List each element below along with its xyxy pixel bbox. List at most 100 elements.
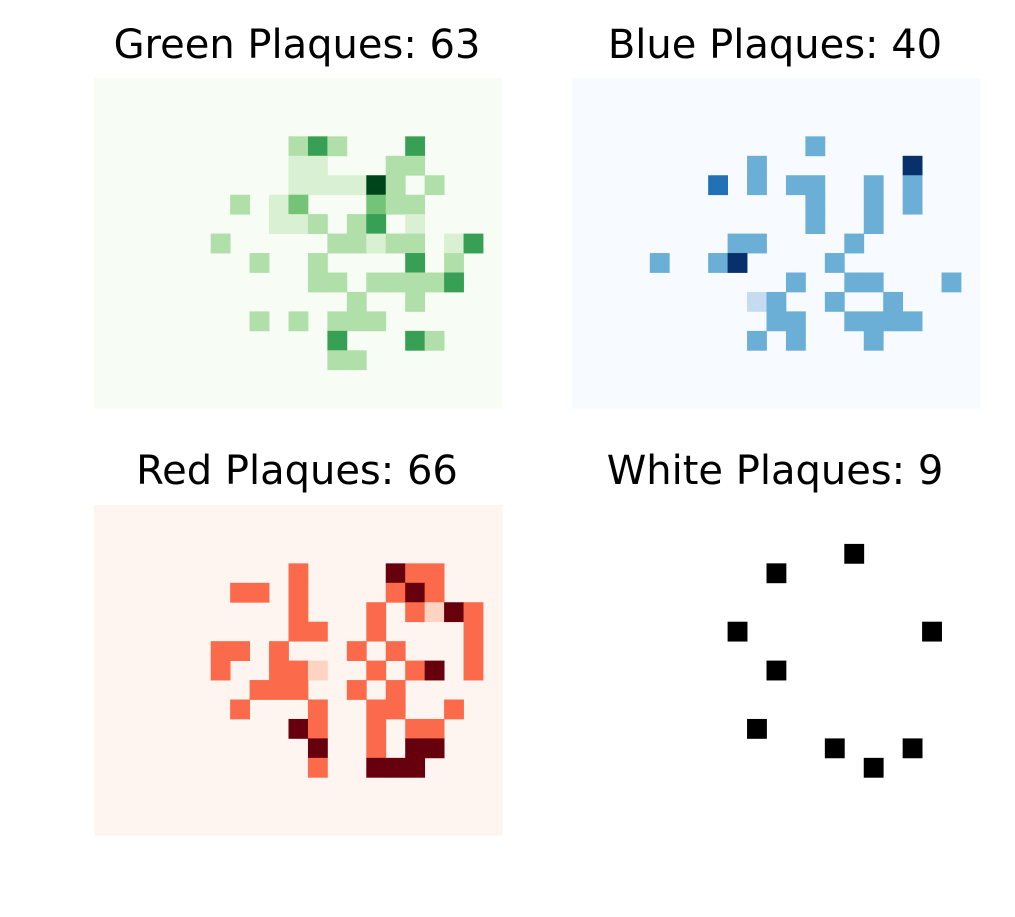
plaque-cell	[727, 621, 748, 642]
plaque-cell	[327, 272, 348, 293]
plaque-cell	[405, 272, 426, 293]
plaque-cell	[307, 718, 328, 739]
plaque-cell	[424, 602, 445, 623]
plaque-cell	[288, 563, 309, 584]
plaque-cell	[747, 718, 767, 739]
plaque-cell	[269, 680, 289, 700]
plaque-cell	[307, 272, 328, 293]
plaque-cell	[307, 155, 328, 176]
plaque-cell	[307, 699, 328, 720]
plaque-cell	[288, 214, 309, 234]
plaque-cell	[747, 330, 767, 351]
plaque-cell	[307, 175, 328, 196]
plaque-cell	[785, 330, 806, 351]
plaque-cell	[288, 602, 309, 623]
plaque-cell	[727, 233, 748, 254]
plaque-cell	[405, 253, 426, 273]
plaque-cell	[249, 582, 270, 603]
plaque-cell	[863, 175, 884, 196]
plaque-cell	[385, 641, 406, 661]
plaque-cell	[824, 291, 845, 312]
plaque-cell	[747, 175, 767, 196]
plaque-cell	[385, 563, 406, 584]
plaque-cell	[863, 214, 884, 234]
panel-blue: Blue Plaques: 40	[572, 22, 981, 409]
plaque-cell	[307, 738, 328, 759]
plaque-cell	[405, 291, 426, 312]
plaque-cell	[327, 311, 348, 332]
plaque-cell	[708, 175, 728, 196]
plaque-cell	[805, 194, 826, 215]
plaque-cell	[230, 194, 250, 215]
plaque-cell	[424, 330, 445, 351]
plaque-cell	[824, 253, 845, 273]
plaque-cell	[805, 214, 826, 234]
plaque-cell	[444, 272, 464, 293]
plaque-cell	[747, 155, 767, 176]
plaque-cell	[405, 155, 426, 176]
plaque-cell	[346, 311, 367, 332]
plaque-cell	[766, 563, 787, 584]
plaque-cell	[346, 214, 367, 234]
plaque-cell	[766, 660, 787, 681]
plaque-cell	[405, 660, 426, 681]
plaque-cell	[463, 233, 484, 254]
plaque-cell	[444, 699, 464, 720]
plaque-cell	[366, 175, 387, 196]
plaque-cell	[385, 699, 406, 720]
plaque-cell	[269, 660, 289, 681]
plaque-cell	[307, 621, 328, 642]
blue-heatmap	[572, 78, 981, 409]
green-heatmap	[94, 78, 503, 409]
plaque-cell	[346, 233, 367, 254]
plaque-cell	[863, 757, 884, 778]
plaque-cell	[883, 291, 904, 312]
red-heatmap	[94, 505, 503, 836]
plaque-cell	[366, 621, 387, 642]
plaque-cell	[346, 291, 367, 312]
plaque-cell	[288, 136, 309, 157]
panel-title: Blue Plaques: 40	[608, 22, 942, 68]
plaque-cell	[444, 602, 464, 623]
plaque-cell	[385, 175, 406, 196]
plaque-cell	[288, 175, 309, 196]
panel-green: Green Plaques: 63	[94, 22, 503, 409]
plaque-cell	[307, 660, 328, 681]
plaque-cell	[863, 194, 884, 215]
heatmap-background	[572, 78, 981, 409]
plaque-cell	[230, 582, 250, 603]
plaque-cell	[405, 563, 426, 584]
plaque-cell	[922, 621, 942, 642]
plaque-cell	[366, 738, 387, 759]
plaque-cell	[405, 330, 426, 351]
plaque-cell	[424, 738, 445, 759]
plaque-cell	[747, 233, 767, 254]
plaque-cell	[405, 136, 426, 157]
plaque-cell	[249, 253, 270, 273]
plaque-cell	[727, 253, 748, 273]
plaque-cell	[805, 136, 826, 157]
plaque-cell	[649, 253, 670, 273]
plaque-cell	[844, 543, 865, 564]
plaque-cell	[385, 582, 406, 603]
plaque-cell	[805, 175, 826, 196]
plaque-cell	[346, 175, 367, 196]
plaque-cell	[463, 621, 484, 642]
plaque-cell	[366, 718, 387, 739]
plaque-cell	[366, 194, 387, 215]
plaque-cell	[463, 641, 484, 661]
plaque-cell	[844, 311, 865, 332]
plaque-cell	[405, 233, 426, 254]
plaque-cell	[766, 311, 787, 332]
plaque-cell	[824, 738, 845, 759]
plaque-cell	[288, 621, 309, 642]
plaque-cell	[366, 233, 387, 254]
plaque-cell	[385, 233, 406, 254]
plaque-cell	[444, 233, 464, 254]
plaque-cell	[385, 194, 406, 215]
plaque-cell	[366, 699, 387, 720]
panel-white: White Plaques: 9	[572, 448, 981, 836]
plaque-cell	[288, 194, 309, 215]
heatmap-background	[94, 78, 503, 409]
